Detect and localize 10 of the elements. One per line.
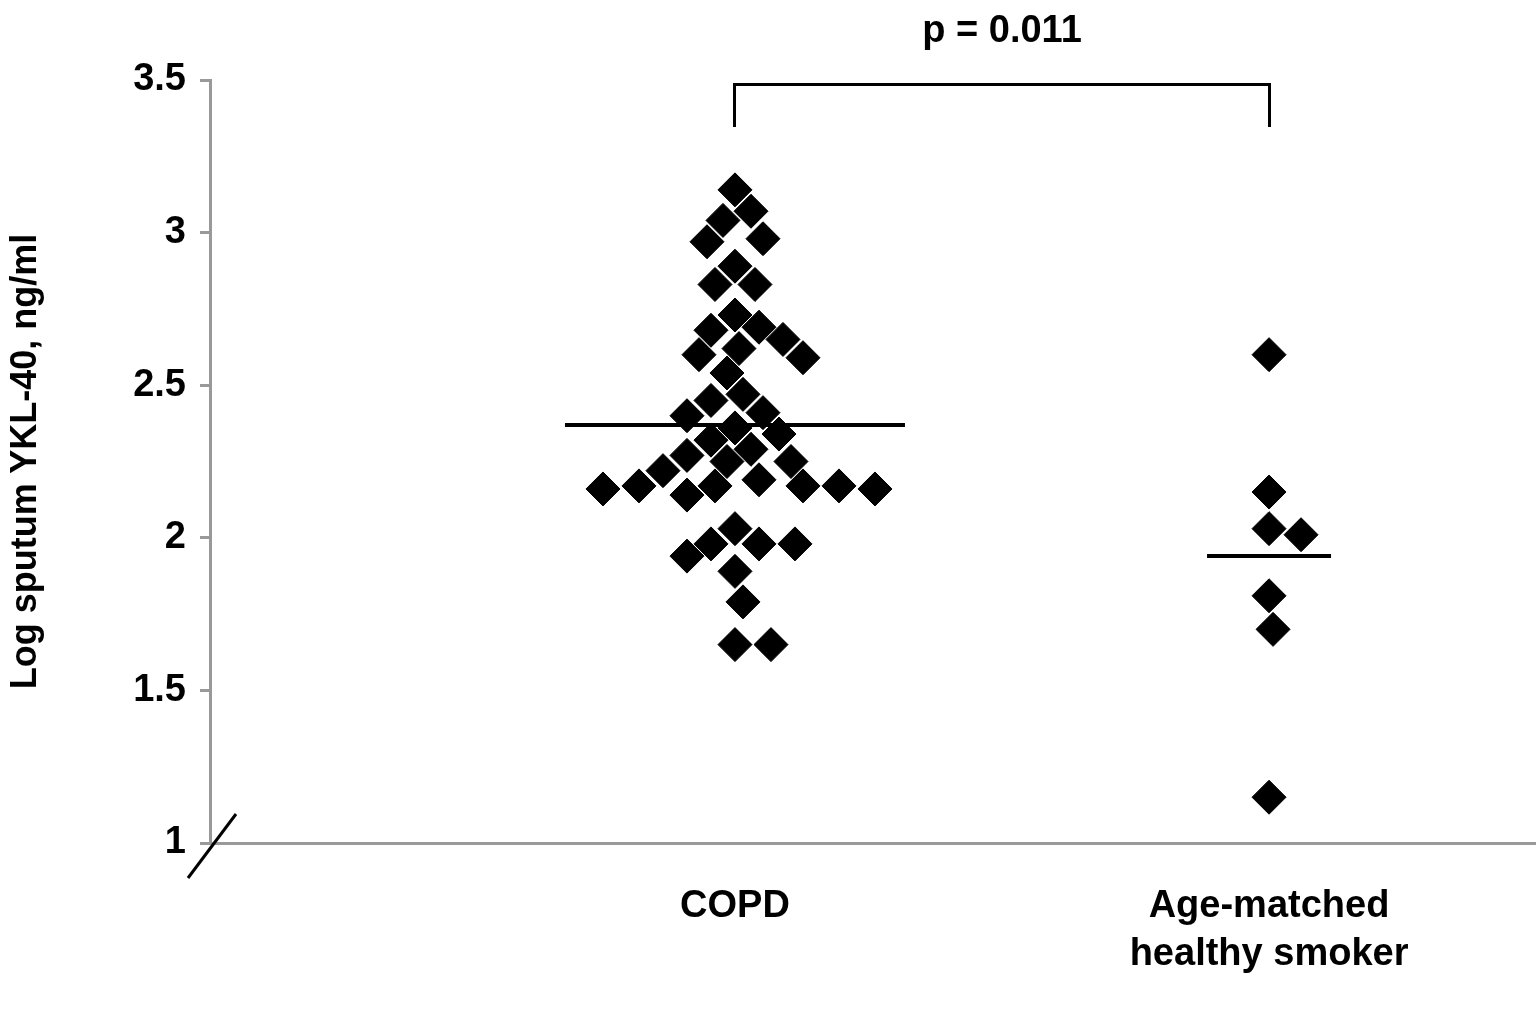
y-tick-label: 3.5 [133,56,186,99]
y-tick-label: 3 [164,209,186,252]
y-tick-label: 2.5 [133,361,186,404]
y-tick-label: 1 [164,819,186,862]
y-tick-label: 2 [164,514,186,557]
x-tick-label: COPD [680,883,790,926]
y-tick-label: 1.5 [133,666,186,709]
y-axis-title: Log sputum YKL-40, ng/ml [2,233,44,690]
x-tick-label: Age-matched healthy smoker [1129,883,1409,973]
text: p = 0.011 [922,8,1082,51]
